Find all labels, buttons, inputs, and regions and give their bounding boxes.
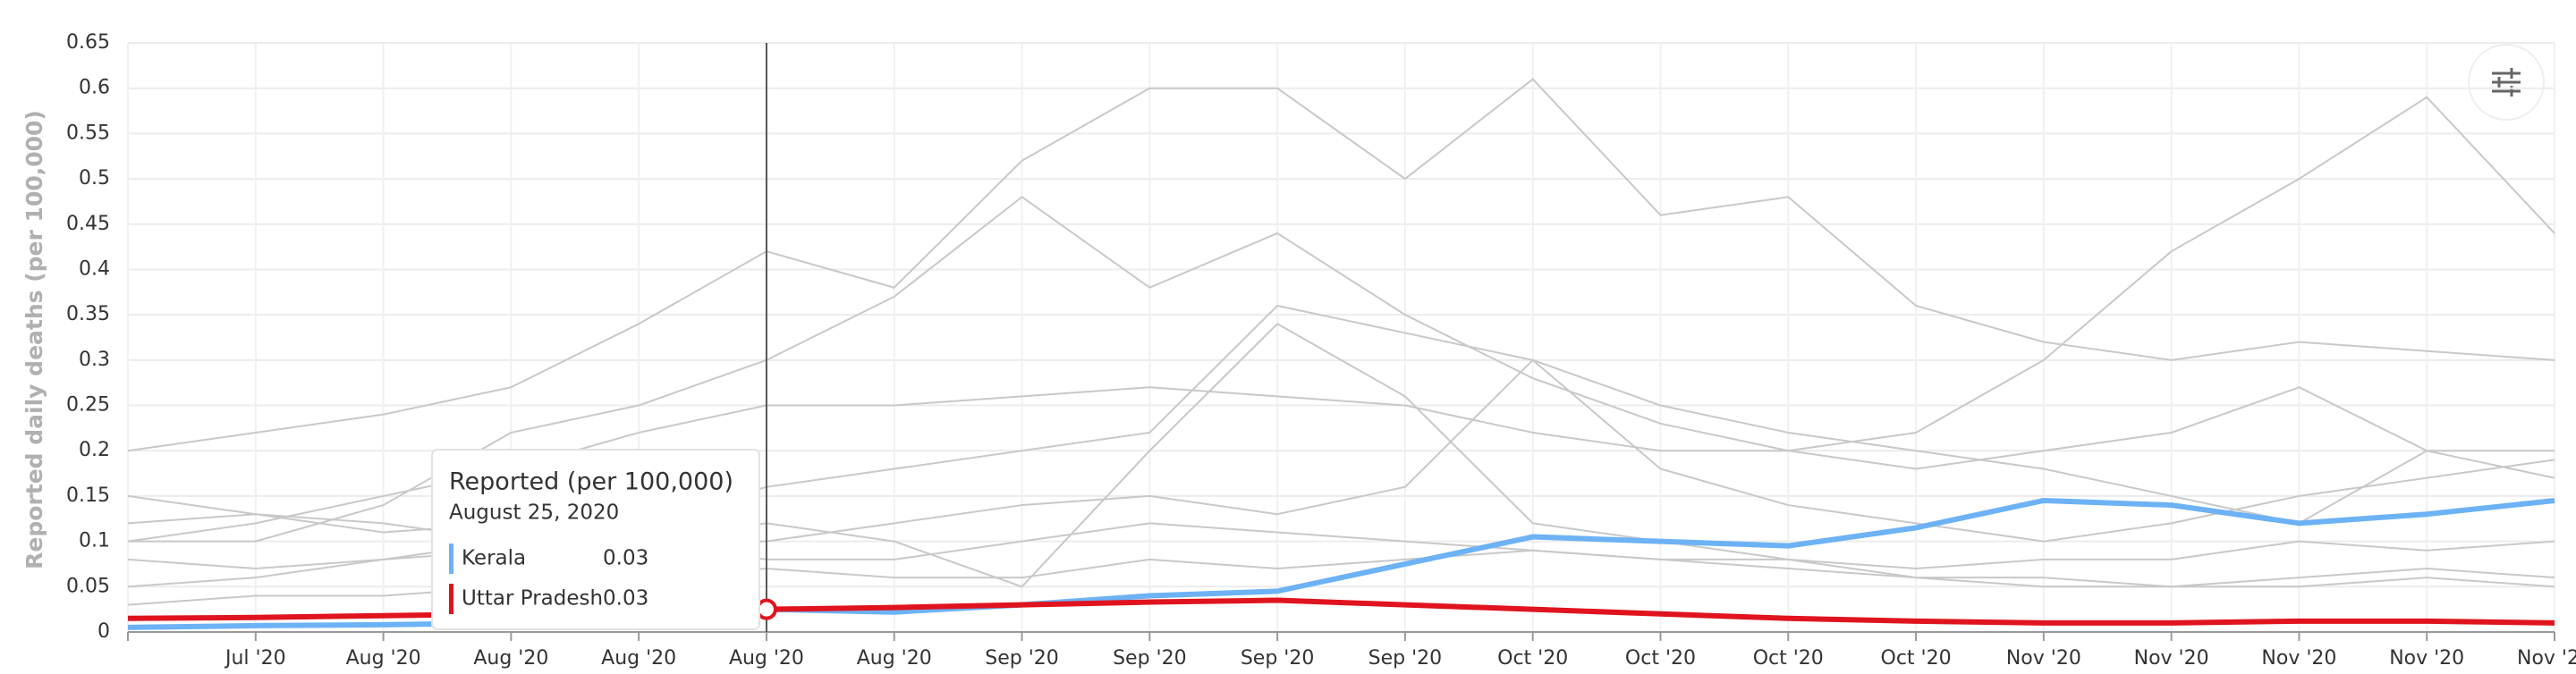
x-tick-label: Aug '20 [473, 647, 548, 670]
filter-button[interactable] [2468, 44, 2545, 121]
tooltip-value: 0.03 [603, 587, 648, 611]
tooltip-date: August 25, 2020 [449, 501, 619, 525]
x-tick-label: Nov '20 [2517, 647, 2576, 670]
x-tick-label: Nov '20 [2006, 647, 2081, 670]
x-tick-label: Aug '20 [601, 647, 676, 670]
y-tick-label: 0.2 [79, 439, 110, 461]
line [127, 78, 2555, 452]
y-axis-label: Reported daily deaths (per 100,000) [21, 110, 47, 569]
y-tick-label: 0.3 [79, 349, 110, 371]
y-tick-label: 0.65 [66, 31, 110, 54]
x-tick-label: Nov '20 [2134, 647, 2209, 670]
tooltip: Reported (per 100,000) August 25, 2020 Ker… [431, 449, 760, 630]
y-tick-label: 0.6 [79, 77, 110, 99]
tooltip-title: Reported (per 100,000) [449, 468, 733, 496]
filter-icon[interactable] [2492, 68, 2521, 97]
x-tick-label: Aug '20 [857, 647, 932, 670]
y-tick-label: 0.1 [79, 530, 110, 552]
x-tick-label: Aug '20 [346, 647, 421, 670]
y-tick-label: 0.5 [79, 167, 110, 190]
tooltip-swatch [449, 584, 453, 614]
x-tick-label: Aug '20 [729, 647, 804, 670]
tooltip-swatch [449, 543, 453, 574]
x-tick-label: Sep '20 [1241, 647, 1315, 670]
x-tick-label: Sep '20 [1368, 647, 1443, 670]
x-tick-label: Oct '20 [1497, 647, 1568, 670]
x-tick-label: Oct '20 [1753, 647, 1824, 670]
tooltip-value: 0.03 [603, 547, 648, 570]
x-tick-label: Sep '20 [1113, 647, 1187, 670]
y-tick-label: 0.15 [66, 484, 110, 507]
y-tick-label: 0.35 [66, 303, 110, 325]
y-tick-label: 0 [97, 620, 110, 643]
x-tick-label: Sep '20 [985, 647, 1059, 670]
x-tick-label: Oct '20 [1881, 647, 1952, 670]
y-tick-label: 0.4 [79, 257, 110, 280]
tooltip-box [431, 449, 760, 630]
line [128, 196, 2555, 543]
x-tick-label: Nov '20 [2261, 647, 2336, 670]
x-tick-label: Nov '20 [2389, 647, 2464, 670]
y-tick-label: 0.05 [66, 575, 110, 597]
y-tick-label: 0.55 [66, 122, 110, 144]
y-tick-label: 0.45 [66, 213, 110, 235]
tooltip-series-name: Uttar Pradesh [462, 587, 603, 611]
tooltip-series-name: Kerala [462, 547, 526, 570]
x-tick-label: Jul '20 [224, 647, 286, 670]
y-tick-label: 0.25 [66, 394, 110, 417]
x-tick-label: Oct '20 [1625, 647, 1696, 670]
